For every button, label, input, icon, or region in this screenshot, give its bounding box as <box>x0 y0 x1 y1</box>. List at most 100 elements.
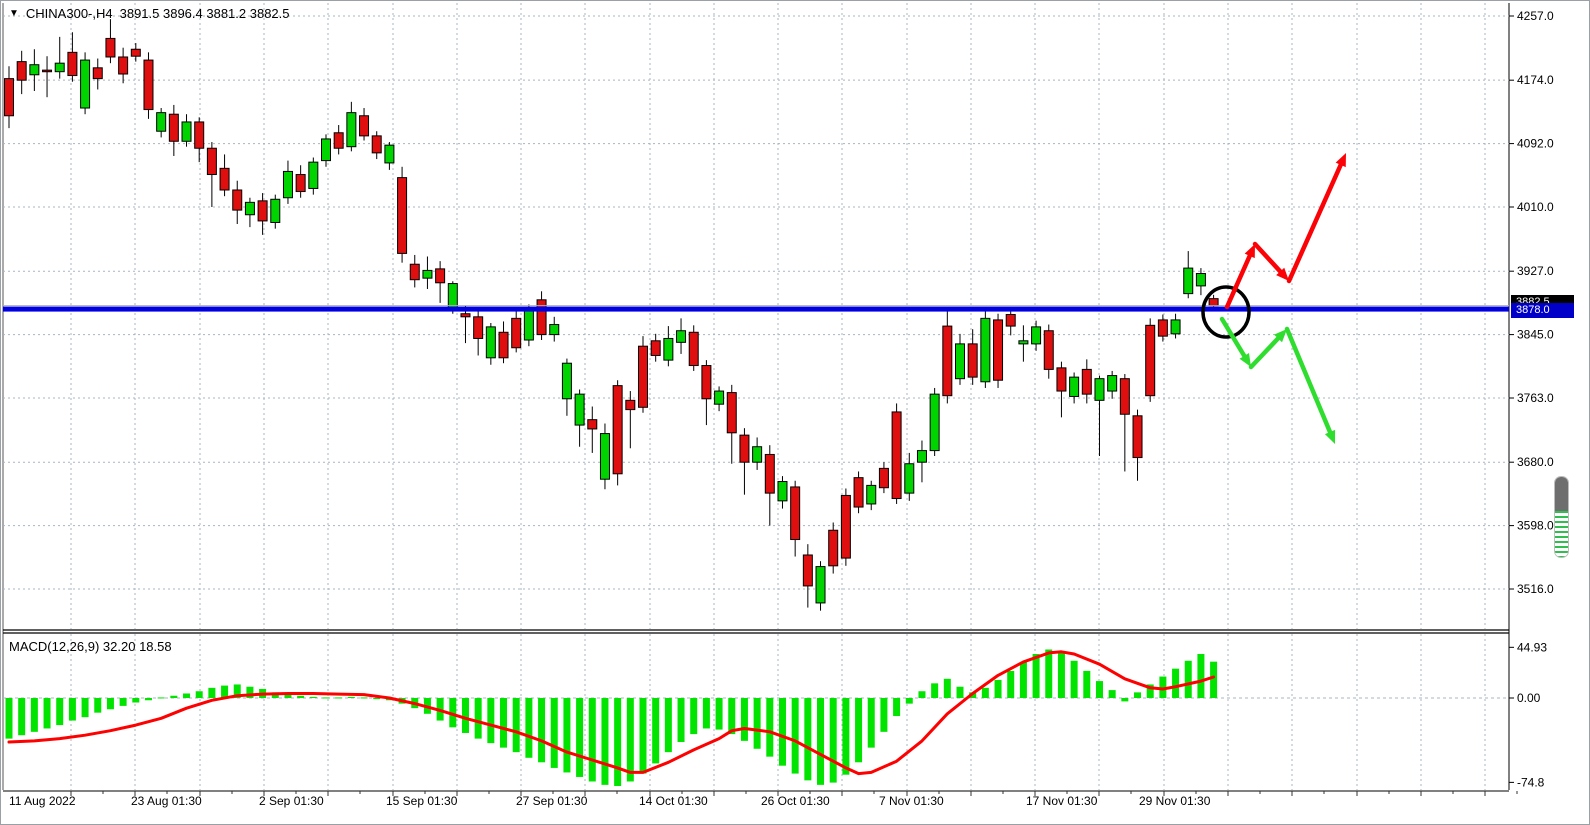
macd-histogram-bar <box>5 698 13 739</box>
macd-histogram-bar <box>1108 690 1116 698</box>
macd-histogram-bar <box>614 698 622 786</box>
macd-histogram-bar <box>778 698 786 766</box>
macd-histogram-bar <box>842 698 850 775</box>
macd-histogram-bar <box>525 698 533 758</box>
time-axis-label: 15 Sep 01:30 <box>386 794 458 808</box>
macd-histogram-bar <box>1210 661 1218 698</box>
breakout-zone-circle[interactable] <box>1201 285 1251 339</box>
bearish-candle <box>853 477 864 508</box>
macd-histogram-bar <box>1159 676 1167 698</box>
macd-histogram-bar <box>1070 660 1078 698</box>
bearish-candle <box>726 392 737 434</box>
macd-histogram-bar <box>157 697 165 699</box>
bearish-candle <box>397 177 408 254</box>
macd-histogram-bar <box>208 687 216 698</box>
scenario-arrow-segment[interactable] <box>1284 326 1333 435</box>
bullish-candle <box>980 317 991 383</box>
bullish-candle <box>929 393 940 452</box>
macd-histogram-bar <box>867 698 875 748</box>
chart-header: ▼ CHINA300-,H4 3891.5 3896.4 3881.2 3882… <box>9 6 290 21</box>
scenario-arrow-segment[interactable] <box>1252 241 1283 274</box>
macd-histogram-bar <box>905 698 913 704</box>
macd-axis-label: -74.8 <box>1517 775 1545 789</box>
bullish-candle <box>384 144 395 164</box>
macd-histogram-bar <box>1057 652 1065 698</box>
time-axis-label: 23 Aug 01:30 <box>131 794 202 808</box>
macd-histogram-bar <box>893 698 901 717</box>
bullish-candle <box>599 433 610 480</box>
scenario-arrowhead[interactable] <box>1276 267 1289 281</box>
bearish-candle <box>625 399 636 411</box>
price-axis-label: 3927.0 <box>1517 264 1554 278</box>
macd-histogram-bar <box>1184 660 1192 698</box>
support-line-price-tag: 3878.0 <box>1511 303 1574 318</box>
macd-histogram-bar <box>677 698 685 742</box>
bearish-candle <box>650 340 661 356</box>
macd-axis-label: 0.00 <box>1517 691 1541 705</box>
bearish-candle <box>92 67 103 80</box>
macd-histogram-bar <box>373 698 381 700</box>
scenario-arrow-segment[interactable] <box>1248 336 1281 370</box>
macd-histogram-bar <box>183 693 191 698</box>
symbol-dropdown-icon[interactable]: ▼ <box>9 8 19 19</box>
macd-histogram-bar <box>322 697 330 699</box>
bearish-candle <box>802 554 813 587</box>
macd-histogram-bar <box>461 698 469 733</box>
bullish-candle <box>308 161 319 189</box>
bullish-candle <box>422 269 433 279</box>
bearish-candle <box>1005 313 1016 327</box>
bearish-candle <box>701 365 712 400</box>
scenario-arrowhead[interactable] <box>1244 244 1255 259</box>
vertical-scrollbar-thumb[interactable] <box>1554 476 1569 558</box>
macd-histogram-bar <box>18 698 26 736</box>
scenario-arrowhead[interactable] <box>1324 429 1336 444</box>
scenario-arrowhead[interactable] <box>1335 153 1346 168</box>
bearish-candle <box>42 69 53 73</box>
macd-histogram-bar <box>766 698 774 757</box>
macd-histogram-bar <box>56 698 64 726</box>
scenario-arrow-segment[interactable] <box>1286 162 1343 284</box>
scrollbar-stripes-decoration <box>1555 510 1568 557</box>
bearish-candle <box>359 115 370 137</box>
macd-histogram-bar <box>119 698 127 706</box>
macd-histogram-bar <box>702 698 710 729</box>
macd-histogram-bar <box>931 683 939 698</box>
bullish-candle <box>955 343 965 380</box>
scenario-arrowhead[interactable] <box>1274 329 1287 343</box>
bearish-candle <box>435 268 446 284</box>
symbol-timeframe-label: CHINA300-,H4 <box>25 6 113 21</box>
macd-histogram-bar <box>652 698 660 764</box>
bearish-candle <box>143 59 154 111</box>
bullish-candle <box>815 566 826 604</box>
bullish-candle <box>54 62 65 73</box>
macd-histogram-bar <box>1007 670 1015 698</box>
macd-histogram-bar <box>880 698 888 732</box>
time-axis-label: 17 Nov 01:30 <box>1026 794 1098 808</box>
scenario-arrow-segment[interactable] <box>1224 253 1252 310</box>
bearish-candle <box>511 317 522 349</box>
price-axis-label: 4010.0 <box>1517 200 1554 214</box>
bullish-candle <box>561 362 572 400</box>
macd-histogram-bar <box>639 698 647 774</box>
macd-histogram-bar <box>487 698 495 744</box>
scrollbar-grip[interactable] <box>1555 477 1568 511</box>
support-horizontal-line[interactable] <box>3 306 1509 312</box>
bearish-candle <box>473 316 484 339</box>
bearish-candle <box>460 313 471 318</box>
scenario-arrowhead[interactable] <box>1239 353 1251 367</box>
macd-histogram-bar <box>918 691 926 698</box>
macd-histogram-bar <box>1146 684 1154 698</box>
bearish-candle <box>206 147 217 176</box>
time-axis-label: 7 Nov 01:30 <box>879 794 944 808</box>
macd-histogram-bar <box>855 698 863 763</box>
macd-histogram-bar <box>715 698 723 730</box>
scenario-arrow-segment[interactable] <box>1219 316 1247 359</box>
macd-histogram-bar <box>1045 649 1053 698</box>
bullish-candle <box>244 201 255 216</box>
bearish-candle <box>1157 319 1168 337</box>
bullish-candle <box>1069 376 1080 397</box>
macd-histogram-bar <box>626 698 634 782</box>
macd-histogram-bar <box>43 698 51 729</box>
